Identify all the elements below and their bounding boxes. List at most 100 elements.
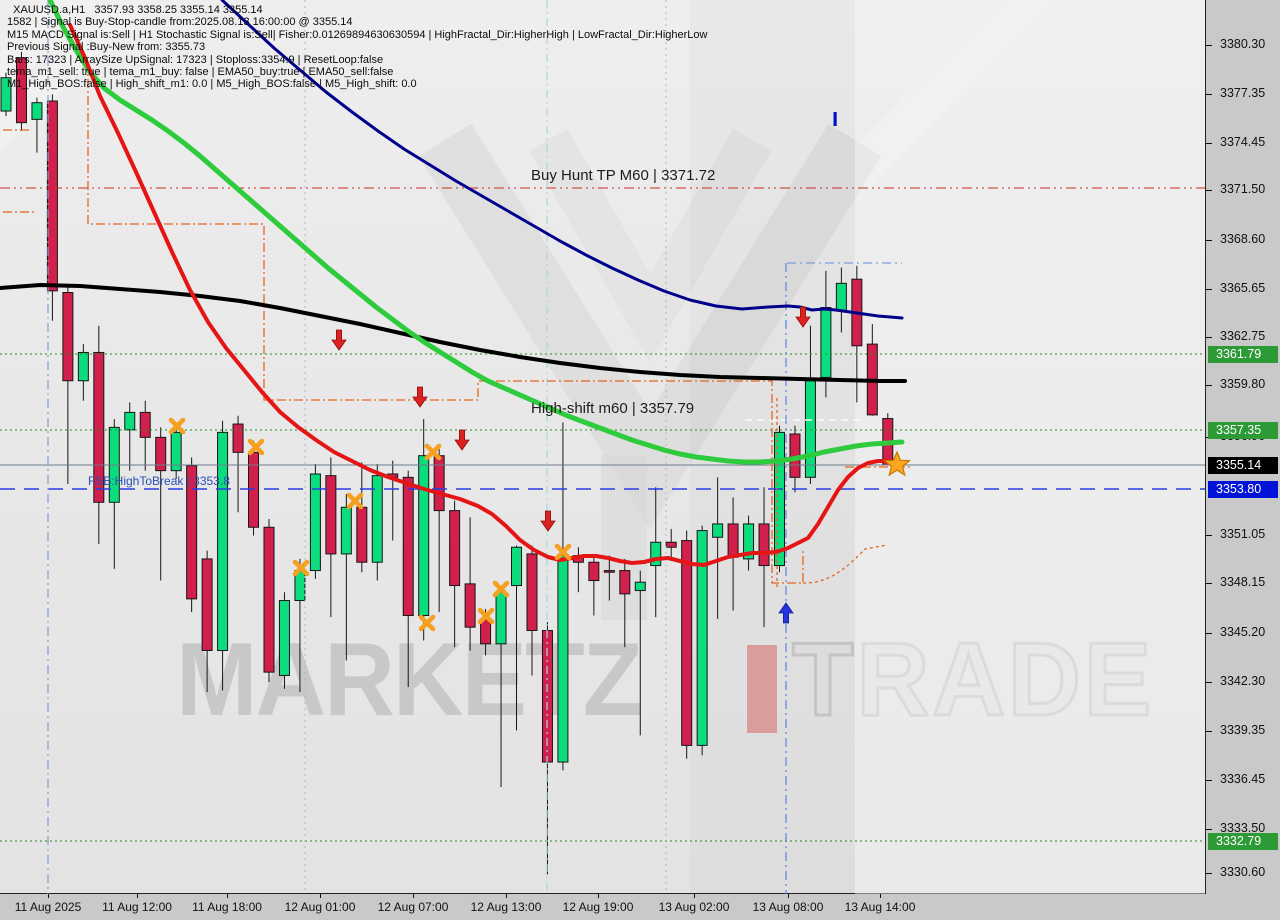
time-tick	[880, 894, 881, 898]
fractal-x-icon	[418, 614, 436, 632]
time-label: 12 Aug 19:00	[562, 900, 634, 914]
time-axis[interactable]: 11 Aug 2025 11 Aug 12:00 11 Aug 18:00 12 Au…	[0, 894, 1280, 920]
candle-bull	[278, 600, 290, 676]
candle-bear	[232, 423, 244, 453]
fractal-x-icon	[424, 443, 442, 461]
candlestick-chart[interactable]	[0, 0, 1206, 894]
price-label: 3377.35	[1220, 86, 1266, 100]
price-tick	[1206, 289, 1212, 290]
time-label: 12 Aug 01:00	[284, 900, 356, 914]
price-tick	[1206, 190, 1212, 191]
info-line-1: 1582 | Signal is Buy-Stop-candle from:20…	[7, 16, 353, 29]
price-tick	[1206, 94, 1212, 95]
price-tick	[1206, 682, 1212, 683]
time-label: 11 Aug 12:00	[102, 900, 172, 914]
fractal-x-icon	[492, 580, 510, 598]
chart-plot-area[interactable]: MARKETZ TRADE XAUUSD.a,H1 3357.93 3358.2…	[0, 0, 1206, 894]
candle-bear	[681, 540, 693, 746]
price-badge-green: 3357.35	[1208, 421, 1278, 439]
candle-bull	[820, 306, 832, 378]
candle-bull	[743, 523, 755, 560]
price-axis[interactable]: 3380.30 3377.35 3374.45 3371.50 3368.60 3365.…	[1206, 0, 1280, 894]
info-line-0: XAUUSD.a,H1 3357.93 3358.25 3355.14 3355…	[7, 4, 263, 16]
price-label: 3336.45	[1220, 772, 1266, 786]
candle-bull	[124, 411, 136, 431]
candle-bull	[77, 351, 89, 382]
down-arrow-icon	[454, 429, 470, 451]
candle-bear	[588, 561, 600, 582]
price-tick	[1206, 731, 1212, 732]
time-label: 12 Aug 07:00	[377, 900, 449, 914]
candle-bear	[449, 510, 461, 587]
down-arrow-icon	[540, 510, 556, 532]
price-tick	[1206, 385, 1212, 386]
candle-bull	[511, 546, 523, 587]
price-badge-green: 3332.79	[1208, 832, 1278, 850]
down-arrow-icon	[795, 306, 811, 328]
time-label: 13 Aug 14:00	[844, 900, 916, 914]
candle-bull	[557, 555, 569, 763]
fractal-x-icon	[247, 438, 265, 456]
candle-bull	[170, 431, 182, 472]
price-label: 3371.50	[1220, 182, 1266, 196]
time-tick	[227, 894, 228, 898]
price-label: 3380.30	[1220, 37, 1266, 51]
buy-hunt-tp-label: Buy Hunt TP M60 | 3371.72	[531, 167, 716, 184]
time-tick	[788, 894, 789, 898]
black-ma	[0, 283, 907, 383]
price-badge-green: 3361.79	[1208, 345, 1278, 363]
info-line-6: M1_High_BOS:false | High_shift_m1: 0.0 |…	[7, 78, 417, 91]
watermark-red-block	[747, 645, 777, 733]
price-label: 3368.60	[1220, 232, 1266, 246]
candle-bull	[774, 431, 785, 567]
price-tick	[1206, 583, 1212, 584]
price-label: 3351.05	[1220, 527, 1266, 541]
candle-bear	[526, 553, 538, 632]
candle-bear	[46, 100, 58, 292]
candle-bear	[248, 451, 260, 528]
time-tick	[694, 894, 695, 898]
fractal-x-icon	[554, 543, 572, 561]
time-tick	[48, 894, 49, 898]
candle-bear	[727, 523, 739, 558]
down-arrow-icon	[412, 386, 428, 408]
candle-bear	[186, 465, 198, 600]
blue-tick-icon	[833, 112, 837, 126]
star-icon	[882, 450, 912, 477]
time-label: 11 Aug 18:00	[192, 900, 262, 914]
candle-bull	[634, 581, 646, 592]
navy-slow-ema	[220, 0, 904, 320]
fractal-x-icon	[346, 492, 364, 510]
info-line-3: Previous Signal :Buy-New from: 3355.73	[7, 41, 206, 54]
candle-bull	[31, 102, 43, 120]
candle-bull	[696, 530, 708, 746]
price-tick	[1206, 45, 1212, 46]
time-label: 13 Aug 08:00	[752, 900, 824, 914]
info-line-5: tema_m1_sell: true | tema_m1_buy: false …	[7, 66, 394, 78]
candle-bear	[62, 292, 74, 382]
candle-bull	[371, 475, 383, 563]
price-tick	[1206, 633, 1212, 634]
candle-bull	[804, 380, 816, 478]
fractal-x-icon	[292, 559, 310, 577]
candle-bull	[309, 473, 321, 572]
price-tick	[1206, 780, 1212, 781]
candle-bear	[402, 476, 414, 617]
price-tick	[1206, 240, 1212, 241]
fractal-step-line	[87, 62, 804, 584]
high-shift-label: High-shift m60 | 3357.79	[531, 400, 695, 417]
green-ma	[47, 0, 905, 465]
down-arrow-icon	[331, 329, 347, 351]
candle-bull	[712, 523, 724, 538]
price-tick	[1206, 337, 1212, 338]
time-tick	[598, 894, 599, 898]
candle-bear	[155, 436, 167, 472]
bg-shade	[855, 0, 1205, 894]
time-label: 13 Aug 02:00	[658, 900, 730, 914]
candle-bull	[340, 506, 352, 555]
candle-bear	[603, 570, 615, 573]
candle-bull	[418, 455, 430, 617]
candle-bear	[433, 455, 445, 512]
candle-bear	[464, 583, 476, 628]
candle-bear	[665, 541, 677, 548]
